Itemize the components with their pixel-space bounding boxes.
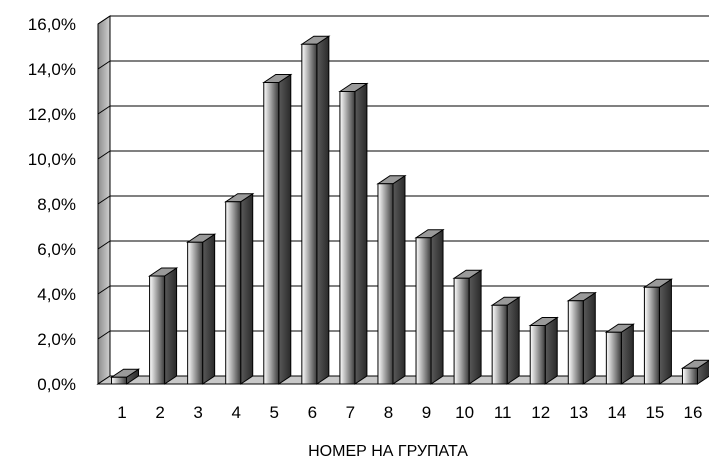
bar-front	[491, 304, 508, 385]
bar	[186, 233, 217, 385]
gridline-side	[97, 60, 111, 70]
y-tick-label: 0,0%	[37, 375, 76, 394]
bar-front	[263, 82, 280, 385]
y-tick-label: 16,0%	[28, 15, 76, 34]
bar-side	[164, 267, 178, 385]
x-tick-label: 8	[384, 403, 393, 422]
y-tick-label: 8,0%	[37, 195, 76, 214]
bar-front	[605, 331, 622, 385]
x-tick-label: 15	[645, 403, 664, 422]
bar-side	[354, 82, 368, 385]
x-tick-label: 12	[531, 403, 550, 422]
x-tick-labels: 1 2 3 4 5 6 7 8 9 10 11 12 13 14 15 16	[117, 403, 702, 422]
y-tick-label: 14,0%	[28, 60, 76, 79]
y-tick-label: 12,0%	[28, 105, 76, 124]
bar	[109, 368, 141, 385]
y-tick-labels: 0,0% 2,0% 4,0% 6,0% 8,0% 10,0% 12,0% 14,0% 16,0%	[28, 15, 76, 394]
gridline-side	[97, 195, 111, 205]
x-tick-label: 6	[308, 403, 317, 422]
bar-side	[392, 174, 406, 385]
bar-side	[278, 73, 292, 385]
bar	[262, 73, 293, 385]
gridline-side	[97, 240, 111, 250]
gridline-side	[97, 105, 111, 115]
bar-front	[187, 241, 204, 385]
x-tick-label: 1	[117, 403, 126, 422]
x-tick-label: 2	[155, 403, 164, 422]
bar-front	[643, 286, 660, 385]
bar	[604, 323, 635, 385]
bar-front	[301, 43, 318, 385]
y-tick-label: 6,0%	[37, 240, 76, 259]
bar-side	[658, 278, 672, 385]
gridline-side	[97, 15, 111, 25]
x-tick-label: 5	[270, 403, 279, 422]
x-tick-label: 10	[455, 403, 474, 422]
bar	[147, 267, 179, 385]
x-tick-label: 7	[346, 403, 355, 422]
x-tick-label: 3	[193, 403, 202, 422]
bar-side	[544, 316, 558, 385]
x-tick-label: 4	[231, 403, 240, 422]
bar-side	[468, 269, 482, 385]
bar-front	[453, 277, 470, 385]
gridline-side	[97, 330, 111, 340]
bar-side	[430, 228, 444, 385]
bar-front	[529, 325, 546, 385]
bar-front	[681, 367, 698, 385]
bar-side	[582, 291, 596, 385]
bar-front	[377, 183, 394, 385]
x-tick-label: 13	[569, 403, 588, 422]
bar-front	[111, 376, 128, 385]
bar	[490, 296, 521, 385]
x-tick-label: 16	[684, 403, 703, 422]
bar-front	[415, 237, 432, 385]
y-tick-label: 4,0%	[37, 285, 76, 304]
x-tick-label: 11	[494, 403, 512, 422]
x-axis-title: НОМЕР НА ГРУПАТА	[308, 443, 468, 460]
bar-front	[339, 91, 356, 385]
bar	[300, 35, 331, 385]
bars	[109, 35, 709, 385]
bar	[338, 82, 369, 385]
y-tick-label: 2,0%	[37, 330, 76, 349]
x-tick-label: 9	[422, 403, 431, 422]
bar	[566, 291, 597, 385]
gridline-side	[97, 285, 111, 295]
bar	[452, 269, 483, 385]
bar	[528, 316, 559, 385]
bar-front	[567, 300, 584, 385]
gridline-side	[97, 150, 111, 160]
bar-side	[316, 35, 330, 385]
bar-front	[149, 275, 166, 385]
x-tick-label: 14	[607, 403, 626, 422]
bar-side	[620, 323, 634, 385]
bar-side	[202, 233, 216, 385]
bar	[414, 228, 445, 385]
y-tick-label: 10,0%	[28, 150, 76, 169]
bar-side	[240, 192, 254, 385]
bar	[224, 192, 255, 385]
bar	[680, 359, 709, 385]
bar	[642, 278, 674, 385]
bar-side	[506, 296, 520, 385]
bar-front	[225, 201, 242, 385]
bar	[376, 174, 407, 385]
